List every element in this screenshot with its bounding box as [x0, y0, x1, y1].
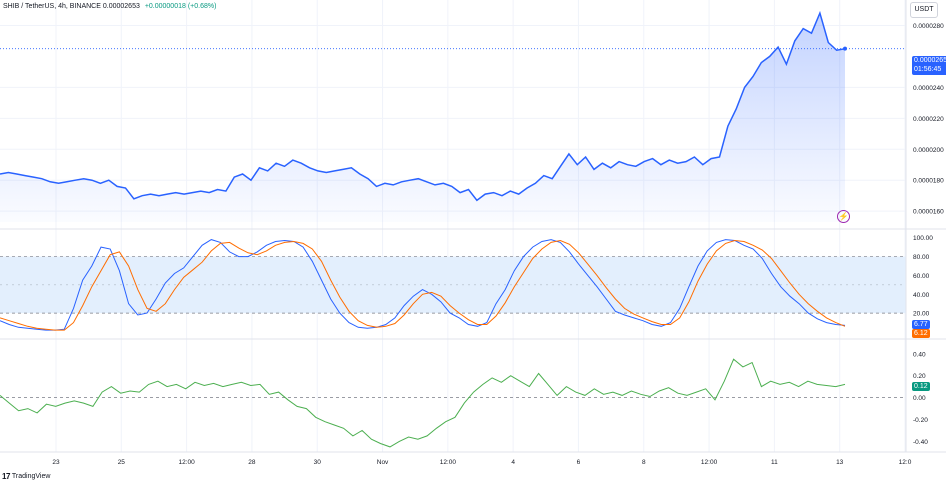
tradingview-logo[interactable]: 17 TradingView	[2, 472, 50, 481]
price-axis: 0.0000280 0.0000240 0.0000220 0.0000200 0.00…	[913, 23, 944, 446]
x-tick-label: 11	[771, 459, 778, 466]
price-change: +0.00000018 (+0.68%)	[144, 3, 217, 10]
x-tick-label: 4	[511, 459, 515, 466]
x-tick-label: 13	[836, 459, 844, 466]
y-tick-label: -0.40	[913, 439, 928, 446]
last-price-dot	[843, 46, 847, 51]
oscillator-line	[0, 358, 846, 448]
x-tick-label: 23	[52, 459, 60, 466]
y-tick-label: 0.0000200	[913, 147, 944, 154]
y-tick-label: 100.00	[913, 235, 933, 242]
x-tick-label: 25	[118, 459, 126, 466]
symbol-title: SHIB / TetherUS, 4h, BINANCE	[3, 3, 101, 10]
currency-button[interactable]: USDT	[910, 2, 938, 18]
y-tick-label: 0.0000240	[913, 85, 944, 92]
stoch-d-line	[0, 239, 846, 331]
price-area-fill	[0, 13, 845, 222]
stoch-k-line	[0, 239, 846, 331]
y-tick-label: 40.00	[913, 292, 930, 299]
x-tick-label: 8	[642, 459, 646, 466]
stoch-d-tag: 6.12	[912, 329, 930, 338]
y-tick-label: 0.00	[913, 395, 926, 402]
x-tick-label: Nov	[377, 459, 389, 466]
y-tick-label: 0.0000160	[913, 209, 944, 216]
oscillator-tag: 0.12	[912, 382, 930, 391]
tradingview-logo-icon: 17	[2, 472, 10, 481]
last-price-tag: 0.0000265 01:56:45	[912, 56, 946, 75]
x-tick-label: 12:0	[899, 459, 912, 466]
y-tick-label: 0.40	[913, 351, 926, 358]
y-tick-label: 0.0000220	[913, 116, 944, 123]
last-price: 0.00002653	[102, 3, 140, 10]
x-tick-label: 12:00	[701, 459, 718, 466]
x-tick-label: 6	[577, 459, 581, 466]
y-tick-label: -0.20	[913, 417, 928, 424]
lightning-icon[interactable]: ⚡	[837, 210, 850, 223]
y-tick-label: 0.20	[913, 373, 926, 380]
x-tick-label: 30	[314, 459, 322, 466]
time-axis: 23 25 12:00 28 30 Nov 12:00 4 6 8 12:00 11 13 12:0	[52, 459, 911, 466]
y-tick-label: 0.0000280	[913, 23, 944, 30]
symbol-header[interactable]: SHIB / TetherUS, 4h, BINANCE 0.00002653 …	[3, 3, 216, 10]
y-tick-label: 60.00	[913, 273, 930, 280]
y-tick-label: 0.0000180	[913, 178, 944, 185]
x-tick-label: 12:00	[178, 459, 195, 466]
x-tick-label: 28	[248, 459, 256, 466]
brand-name: TradingView	[11, 473, 51, 480]
stoch-k-tag: 6.77	[912, 320, 930, 329]
bar-countdown: 01:56:45	[914, 65, 942, 73]
price-line-series	[0, 10, 846, 202]
x-tick-label: 12:00	[440, 459, 457, 466]
last-price-value: 0.0000265	[914, 57, 946, 64]
y-tick-label: 80.00	[913, 254, 930, 261]
y-tick-label: 20.00	[913, 311, 930, 318]
